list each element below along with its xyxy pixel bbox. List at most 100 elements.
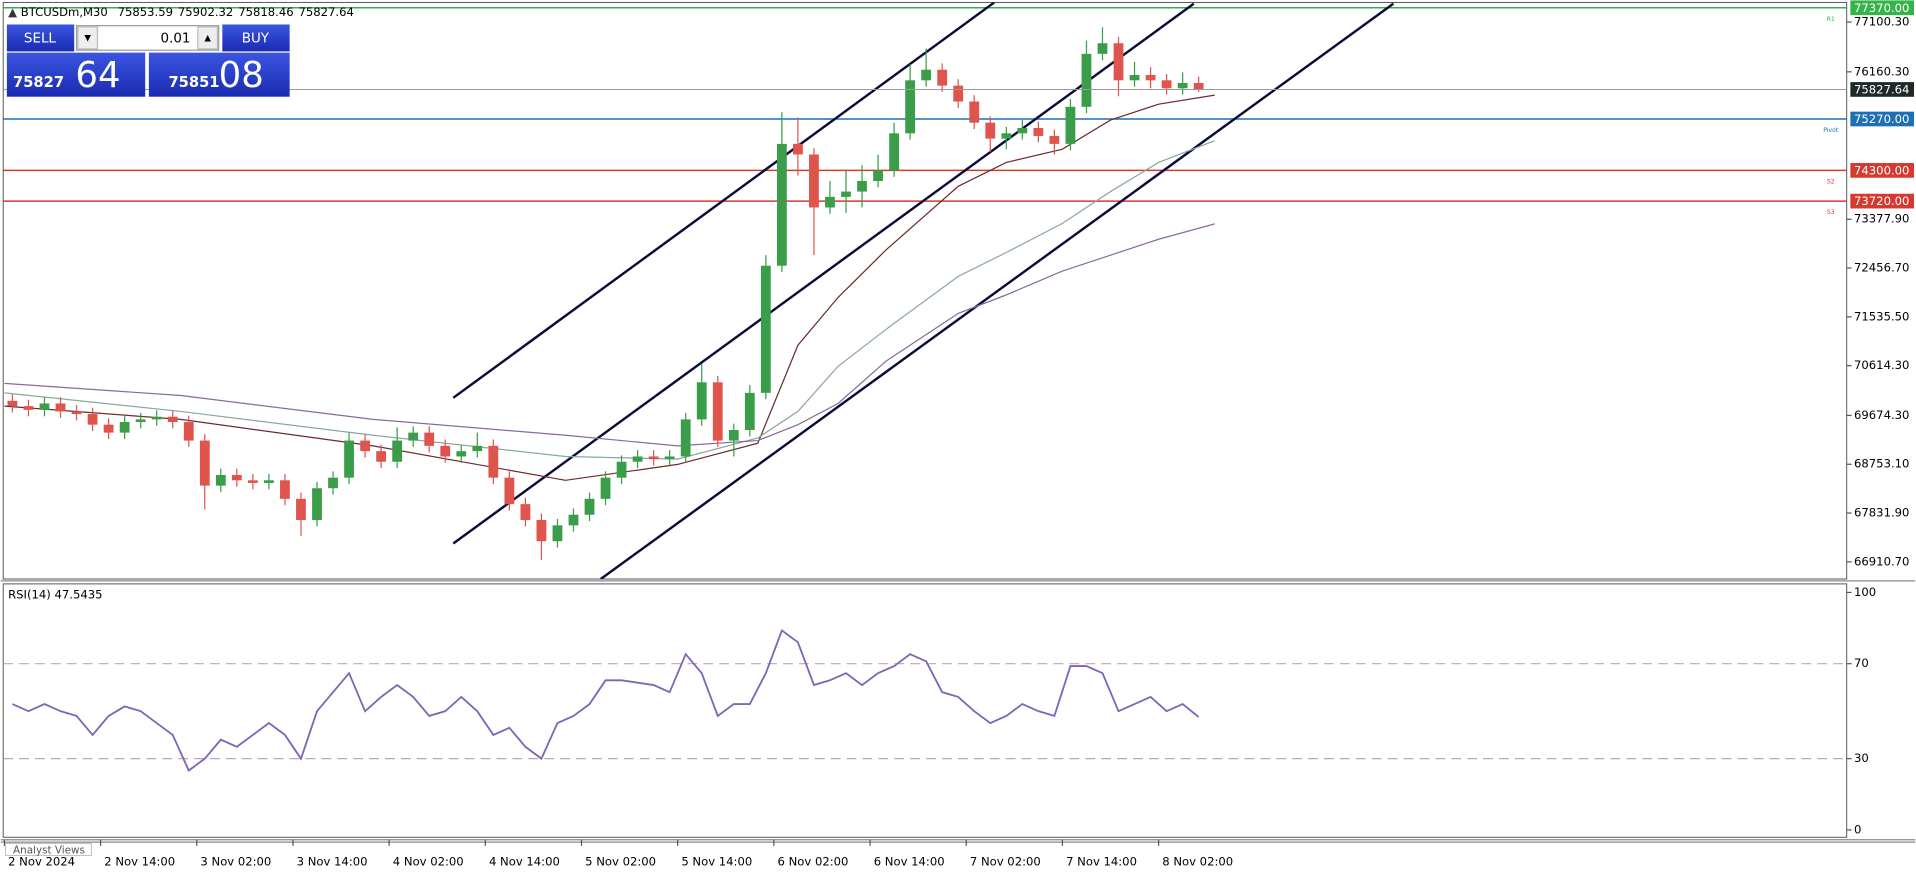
quote-close: 75827.64 — [299, 5, 354, 19]
channel-line — [452, 2, 1195, 545]
candle-body — [696, 382, 707, 420]
level-label-box — [1850, 0, 1915, 16]
sell-button[interactable] — [6, 24, 75, 52]
lot-up[interactable] — [197, 26, 219, 50]
candle-body — [985, 122, 996, 139]
candle-body — [712, 382, 723, 441]
candle-body — [488, 445, 499, 478]
candle-body — [87, 414, 98, 425]
level-label-box — [1850, 163, 1915, 178]
x-tick-label: 7 Nov 14:00 — [1066, 854, 1137, 868]
candle-body — [1129, 75, 1140, 81]
y-tick-label: 30 — [1854, 751, 1869, 765]
candle-body — [328, 477, 338, 489]
candle-body — [1049, 135, 1060, 144]
candle-body — [39, 403, 50, 410]
candle-body — [119, 422, 130, 433]
candle-body — [889, 133, 899, 171]
ask-box[interactable] — [148, 52, 290, 97]
lot-down[interactable] — [77, 26, 99, 50]
ask-main[interactable]: 75851 — [168, 74, 219, 91]
y-tick-label: 100 — [1854, 585, 1876, 599]
x-tick-label: 3 Nov 14:00 — [297, 854, 368, 868]
y-tick-label: 69674.30 — [1854, 408, 1909, 422]
bid-box[interactable] — [6, 52, 146, 97]
candle-body — [841, 191, 851, 197]
candle-body — [1113, 43, 1124, 81]
candle-body — [344, 440, 354, 478]
candle-body — [280, 480, 290, 499]
channel-line — [452, 2, 996, 399]
lot-down-icon: ▼ — [84, 33, 91, 43]
moving-average — [4, 140, 1215, 460]
candle-body — [825, 196, 835, 208]
y-tick-label: 70614.30 — [1854, 358, 1909, 372]
price-label-box — [1850, 82, 1915, 97]
candle-body — [376, 451, 387, 462]
quote-open: 75853.59 — [118, 5, 173, 19]
candle-body — [1001, 133, 1012, 139]
y-tick-label: 72456.70 — [1854, 261, 1909, 275]
candle-body — [664, 456, 675, 460]
y-tick-label: 77100.30 — [1854, 15, 1909, 29]
y-tick-label: 67831.90 — [1854, 506, 1909, 520]
y-tick-label: 68753.10 — [1854, 457, 1909, 471]
candle-body — [151, 416, 162, 420]
candle-body — [616, 461, 627, 478]
y-tick-label: 0 — [1854, 822, 1861, 836]
candle-body — [424, 432, 435, 446]
candle-body — [921, 69, 932, 81]
candle-body — [536, 520, 547, 542]
candle-body — [632, 456, 643, 462]
x-tick-label: 6 Nov 02:00 — [778, 854, 849, 868]
lot-input[interactable] — [76, 25, 220, 51]
candle-body — [247, 480, 258, 483]
candle-body — [568, 514, 579, 526]
sell-label[interactable]: SELL — [24, 32, 57, 47]
ask-pips[interactable]: 08 — [219, 55, 264, 96]
price-label: 75827.64 — [1854, 83, 1909, 97]
candle-body — [905, 80, 916, 134]
symbol: BTCUSDm,M30 — [21, 5, 108, 19]
candle-body — [312, 488, 322, 521]
candle-body — [103, 424, 114, 433]
candle-body — [7, 400, 18, 407]
candle-body — [648, 456, 659, 460]
candle-body — [264, 480, 274, 483]
candle-body — [1065, 106, 1076, 144]
candle-body — [760, 265, 771, 393]
main-frame — [2, 1, 1848, 580]
level-label-box — [1850, 111, 1915, 127]
rsi-title: RSI(14) 47.5435 — [8, 587, 102, 601]
buy-button[interactable] — [222, 24, 290, 52]
candle-body — [1145, 75, 1156, 81]
bid-pips[interactable]: 64 — [75, 55, 120, 96]
buy-label[interactable]: BUY — [242, 32, 270, 47]
footer-tab[interactable] — [5, 843, 92, 857]
rsi-frame — [2, 583, 1848, 838]
candle-body — [392, 440, 403, 462]
candle-body — [1097, 43, 1108, 54]
y-tick-label: 71535.50 — [1854, 309, 1909, 323]
x-tick-label: 7 Nov 02:00 — [970, 854, 1041, 868]
x-tick-label: 8 Nov 02:00 — [1162, 854, 1233, 868]
candle-body — [440, 445, 451, 457]
bid-main[interactable]: 75827 — [13, 74, 64, 91]
candle-body — [1193, 82, 1204, 90]
candle-body — [23, 406, 34, 410]
x-tick-label: 4 Nov 14:00 — [489, 854, 560, 868]
level-name: S3 — [1827, 209, 1835, 216]
candle-body — [55, 403, 66, 412]
footer-tab-label[interactable]: Analyst Views — [13, 845, 85, 857]
level-label: 75270.00 — [1854, 112, 1909, 126]
candle-body — [776, 143, 787, 266]
lot-up-icon: ▲ — [204, 33, 211, 43]
candle-body — [728, 429, 739, 441]
candle-body — [809, 154, 819, 208]
lot-value[interactable]: 0.01 — [161, 32, 191, 47]
level-label: 73720.00 — [1854, 194, 1909, 208]
candle-body — [1081, 53, 1092, 107]
candle-body — [183, 422, 194, 441]
